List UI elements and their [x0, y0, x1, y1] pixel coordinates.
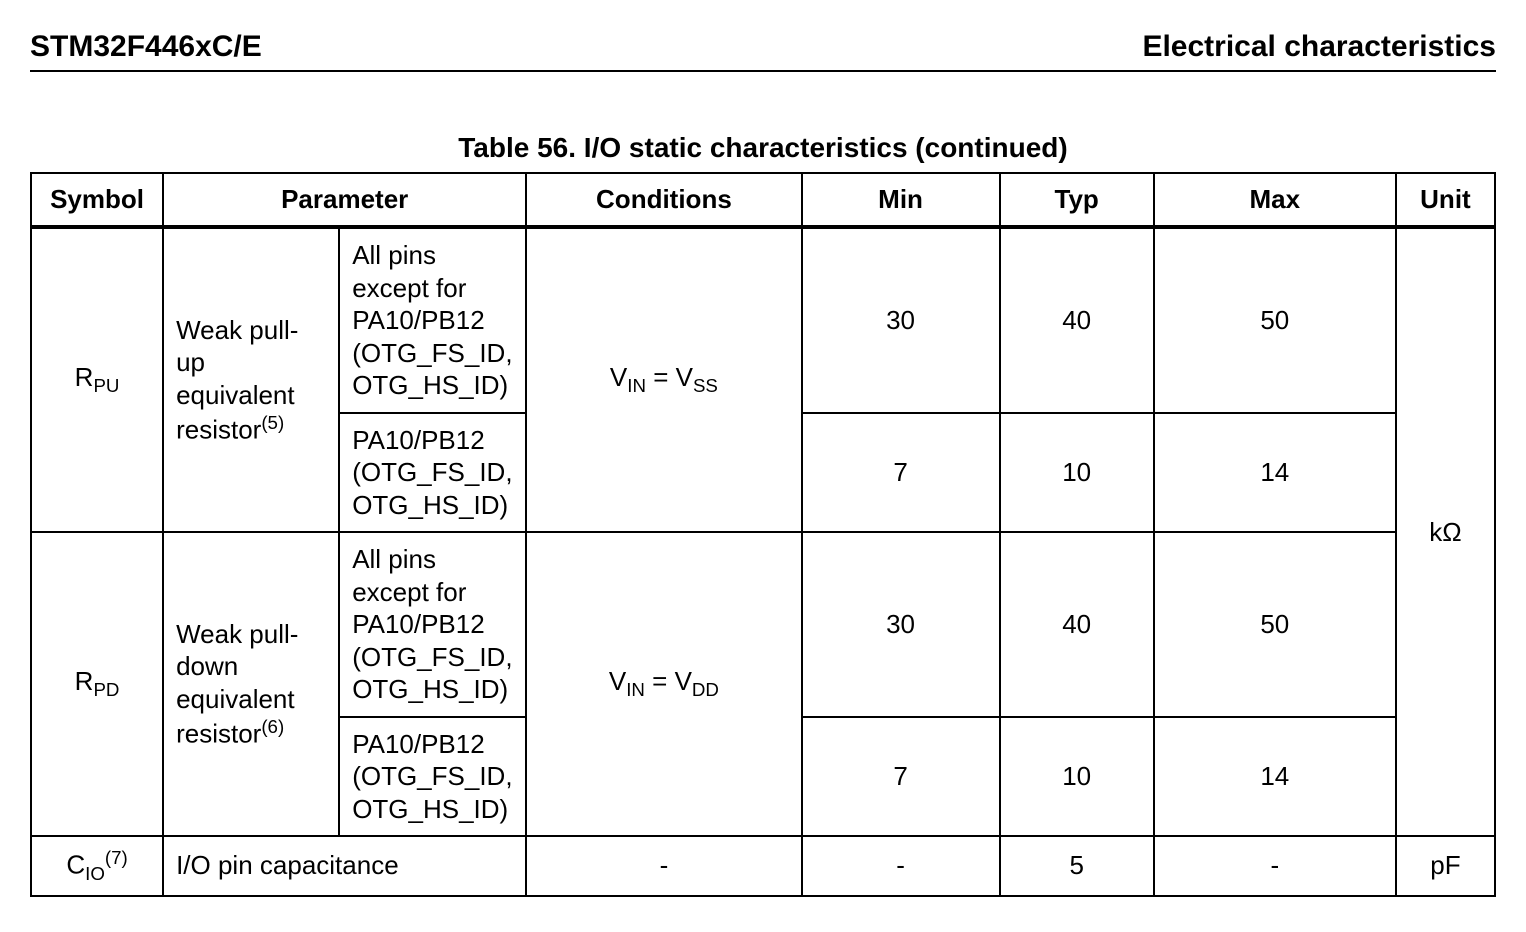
cell-max: -: [1154, 836, 1396, 896]
cond-sub: IN: [626, 680, 645, 701]
param-text: equivalent: [176, 380, 295, 410]
symbol-sub: PD: [93, 680, 119, 701]
cell-typ: 10: [1000, 413, 1154, 533]
param-text: down: [176, 651, 238, 681]
datasheet-page: STM32F446xC/E Electrical characteristics…: [30, 30, 1496, 897]
symbol-rpu: RPU: [31, 227, 163, 532]
footnote-ref: (6): [261, 716, 284, 737]
symbol-base: R: [75, 362, 94, 392]
cell-max: 14: [1154, 717, 1396, 837]
cell-max: 50: [1154, 532, 1396, 717]
footnote-ref: (7): [105, 847, 128, 868]
cond-text: V: [609, 666, 626, 696]
table-row: RPU Weak pull-up equivalent resistor(5) …: [31, 227, 1495, 413]
subcondition-cell: All pins except for PA10/PB12 (OTG_FS_ID…: [339, 227, 526, 413]
subcondition-cell: PA10/PB12 (OTG_FS_ID, OTG_HS_ID): [339, 413, 526, 533]
cell-typ: 40: [1000, 227, 1154, 413]
col-header-conditions: Conditions: [526, 173, 801, 227]
cell-max: 14: [1154, 413, 1396, 533]
cell-min: 30: [802, 227, 1000, 413]
condition-rpd: VIN = VDD: [526, 532, 801, 836]
cell-min: 7: [802, 717, 1000, 837]
subcondition-cell: PA10/PB12 (OTG_FS_ID, OTG_HS_ID): [339, 717, 526, 837]
symbol-sub: IO: [85, 863, 105, 884]
cond-text: = V: [645, 666, 692, 696]
col-header-max: Max: [1154, 173, 1396, 227]
param-text: equivalent: [176, 684, 295, 714]
cell-conditions: -: [526, 836, 801, 896]
col-header-typ: Typ: [1000, 173, 1154, 227]
doc-part-number: STM32F446xC/E: [30, 30, 262, 64]
param-cio: I/O pin capacitance: [163, 836, 526, 896]
col-header-min: Min: [802, 173, 1000, 227]
symbol-rpd: RPD: [31, 532, 163, 836]
table-header-row: Symbol Parameter Conditions Min Typ Max …: [31, 173, 1495, 227]
cell-typ: 5: [1000, 836, 1154, 896]
unit-kohm: kΩ: [1396, 227, 1495, 836]
symbol-base: C: [66, 850, 85, 880]
param-rpu: Weak pull-up equivalent resistor(5): [163, 227, 339, 532]
cell-max: 50: [1154, 227, 1396, 413]
cond-sub: IN: [627, 376, 646, 397]
symbol-sub: PU: [93, 376, 119, 397]
cond-text: V: [610, 362, 627, 392]
param-text: Weak pull-: [176, 619, 298, 649]
doc-section-title: Electrical characteristics: [1142, 30, 1496, 64]
symbol-cio: CIO(7): [31, 836, 163, 896]
footnote-ref: (5): [261, 412, 284, 433]
io-static-characteristics-table: Symbol Parameter Conditions Min Typ Max …: [30, 172, 1496, 897]
param-text: Weak pull-up: [176, 315, 298, 378]
cond-sub: SS: [693, 376, 718, 397]
table-caption: Table 56. I/O static characteristics (co…: [30, 132, 1496, 164]
param-text: resistor: [176, 415, 261, 445]
cell-typ: 10: [1000, 717, 1154, 837]
subcondition-cell: All pins except for PA10/PB12 (OTG_FS_ID…: [339, 532, 526, 717]
cell-typ: 40: [1000, 532, 1154, 717]
cell-min: 30: [802, 532, 1000, 717]
table-row: CIO(7) I/O pin capacitance - - 5 - pF: [31, 836, 1495, 896]
col-header-symbol: Symbol: [31, 173, 163, 227]
param-rpd: Weak pull- down equivalent resistor(6): [163, 532, 339, 836]
condition-rpu: VIN = VSS: [526, 227, 801, 532]
page-header: STM32F446xC/E Electrical characteristics: [30, 30, 1496, 72]
unit-pf: pF: [1396, 836, 1495, 896]
col-header-unit: Unit: [1396, 173, 1495, 227]
cell-min: 7: [802, 413, 1000, 533]
cell-min: -: [802, 836, 1000, 896]
param-text: resistor: [176, 719, 261, 749]
col-header-parameter: Parameter: [163, 173, 526, 227]
symbol-base: R: [75, 666, 94, 696]
cond-sub: DD: [692, 680, 719, 701]
cond-text: = V: [646, 362, 693, 392]
table-row: RPD Weak pull- down equivalent resistor(…: [31, 532, 1495, 717]
